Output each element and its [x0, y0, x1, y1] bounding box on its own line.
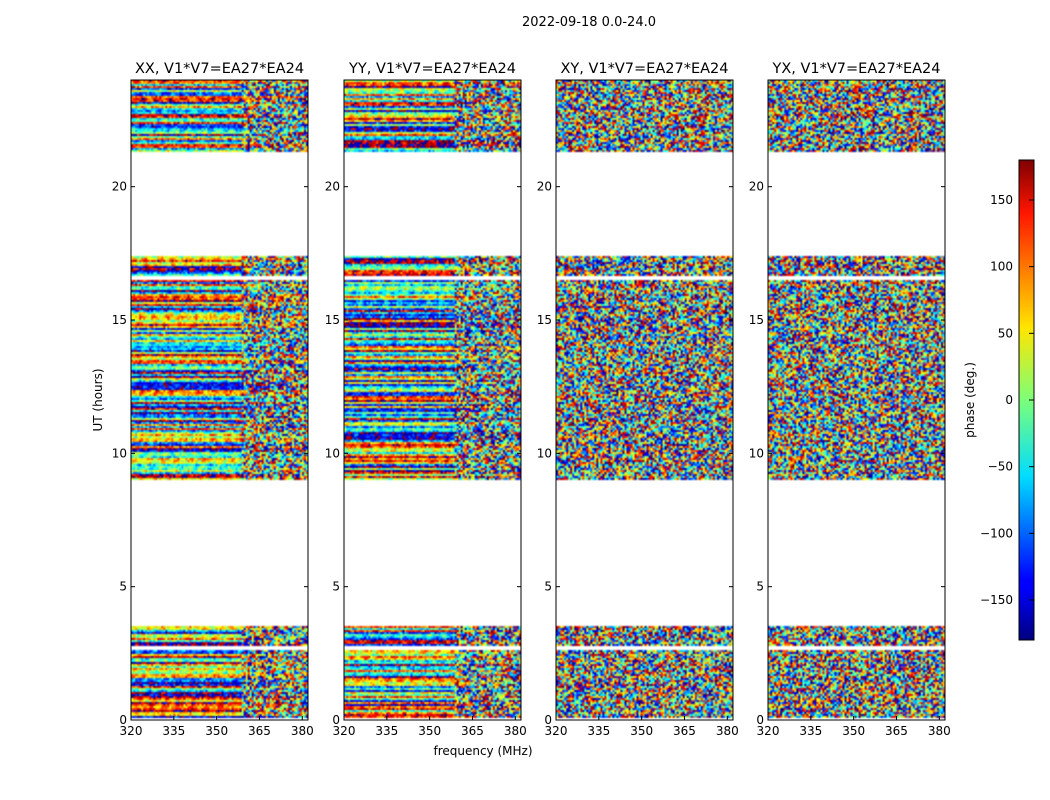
panels-group: XX, V1*V7=EA27*EA24 320 335 350 365 380 0 5 10 15… [112, 61, 951, 738]
x-tick-label: 365 [248, 724, 271, 738]
y-tick-label: 10 [325, 446, 340, 460]
x-tick-label: 380 [928, 724, 951, 738]
panel-title: YY, V1*V7=EA27*EA24 [348, 61, 516, 77]
x-tick-label: 365 [673, 724, 696, 738]
y-tick-label: 20 [749, 180, 764, 194]
colorbar-tick-label: 50 [998, 326, 1013, 340]
x-tick-label: 380 [504, 724, 527, 738]
y-tick-label: 5 [332, 580, 340, 594]
y-tick-label: 0 [332, 713, 340, 727]
colorbar-tick-label: −100 [980, 526, 1013, 540]
panel-title: XX, V1*V7=EA27*EA24 [135, 61, 304, 77]
y-tick-label: 5 [119, 580, 127, 594]
panel-frame [130, 79, 309, 721]
x-tick-label: 320 [757, 724, 780, 738]
x-tick-label: 380 [291, 724, 314, 738]
x-tick-label: 335 [587, 724, 610, 738]
x-tick-label: 335 [799, 724, 822, 738]
phase-heatmap [556, 80, 733, 720]
y-tick-label: 15 [537, 313, 552, 327]
x-tick-label: 335 [375, 724, 398, 738]
panel-title: YX, V1*V7=EA27*EA24 [771, 61, 940, 77]
colorbar-tick-label: −50 [988, 460, 1013, 474]
x-tick-label: 350 [630, 724, 653, 738]
y-tick-label: 20 [537, 180, 552, 194]
x-tick-label: 350 [842, 724, 865, 738]
x-tick-label: 335 [162, 724, 185, 738]
x-tick-label: 350 [418, 724, 441, 738]
phase-heatmap [768, 80, 945, 720]
x-tick-label: 380 [716, 724, 739, 738]
x-tick-label: 320 [545, 724, 568, 738]
panel-frame [555, 79, 734, 721]
phase-heatmap [131, 80, 308, 720]
x-tick-label: 320 [333, 724, 356, 738]
y-tick-label: 10 [537, 446, 552, 460]
colorbar-tick-label: 100 [990, 260, 1013, 274]
colorbar: 150 100 50 0 −50 −100 −150 phase (deg.) [963, 159, 1035, 641]
x-tick-label: 350 [205, 724, 228, 738]
panel-frame [767, 79, 946, 721]
y-tick-label: 0 [544, 713, 552, 727]
y-tick-label: 0 [756, 713, 764, 727]
y-tick-label: 0 [119, 713, 127, 727]
x-tick-label: 320 [120, 724, 143, 738]
y-tick-label: 15 [112, 313, 127, 327]
colorbar-tick-label: 150 [990, 193, 1013, 207]
y-tick-label: 20 [112, 180, 127, 194]
y-tick-label: 5 [544, 580, 552, 594]
panel-frame [343, 79, 522, 721]
x-tick-label: 365 [461, 724, 484, 738]
phase-heatmap [344, 80, 521, 720]
y-tick-label: 10 [749, 446, 764, 460]
panel-title: XY, V1*V7=EA27*EA24 [560, 61, 728, 77]
colorbar-label: phase (deg.) [963, 362, 977, 438]
colorbar-tick-label: −150 [980, 593, 1013, 607]
colorbar-tick-label: 0 [1005, 393, 1013, 407]
y-tick-label: 20 [325, 180, 340, 194]
y-axis-label: UT (hours) [91, 368, 105, 431]
y-tick-label: 15 [325, 313, 340, 327]
chart-title: 2022-09-18 0.0-24.0 [522, 15, 656, 30]
y-tick-label: 10 [112, 446, 127, 460]
x-axis-label: frequency (MHz) [433, 744, 532, 758]
x-tick-label: 365 [885, 724, 908, 738]
y-tick-label: 15 [749, 313, 764, 327]
y-tick-label: 5 [756, 580, 764, 594]
